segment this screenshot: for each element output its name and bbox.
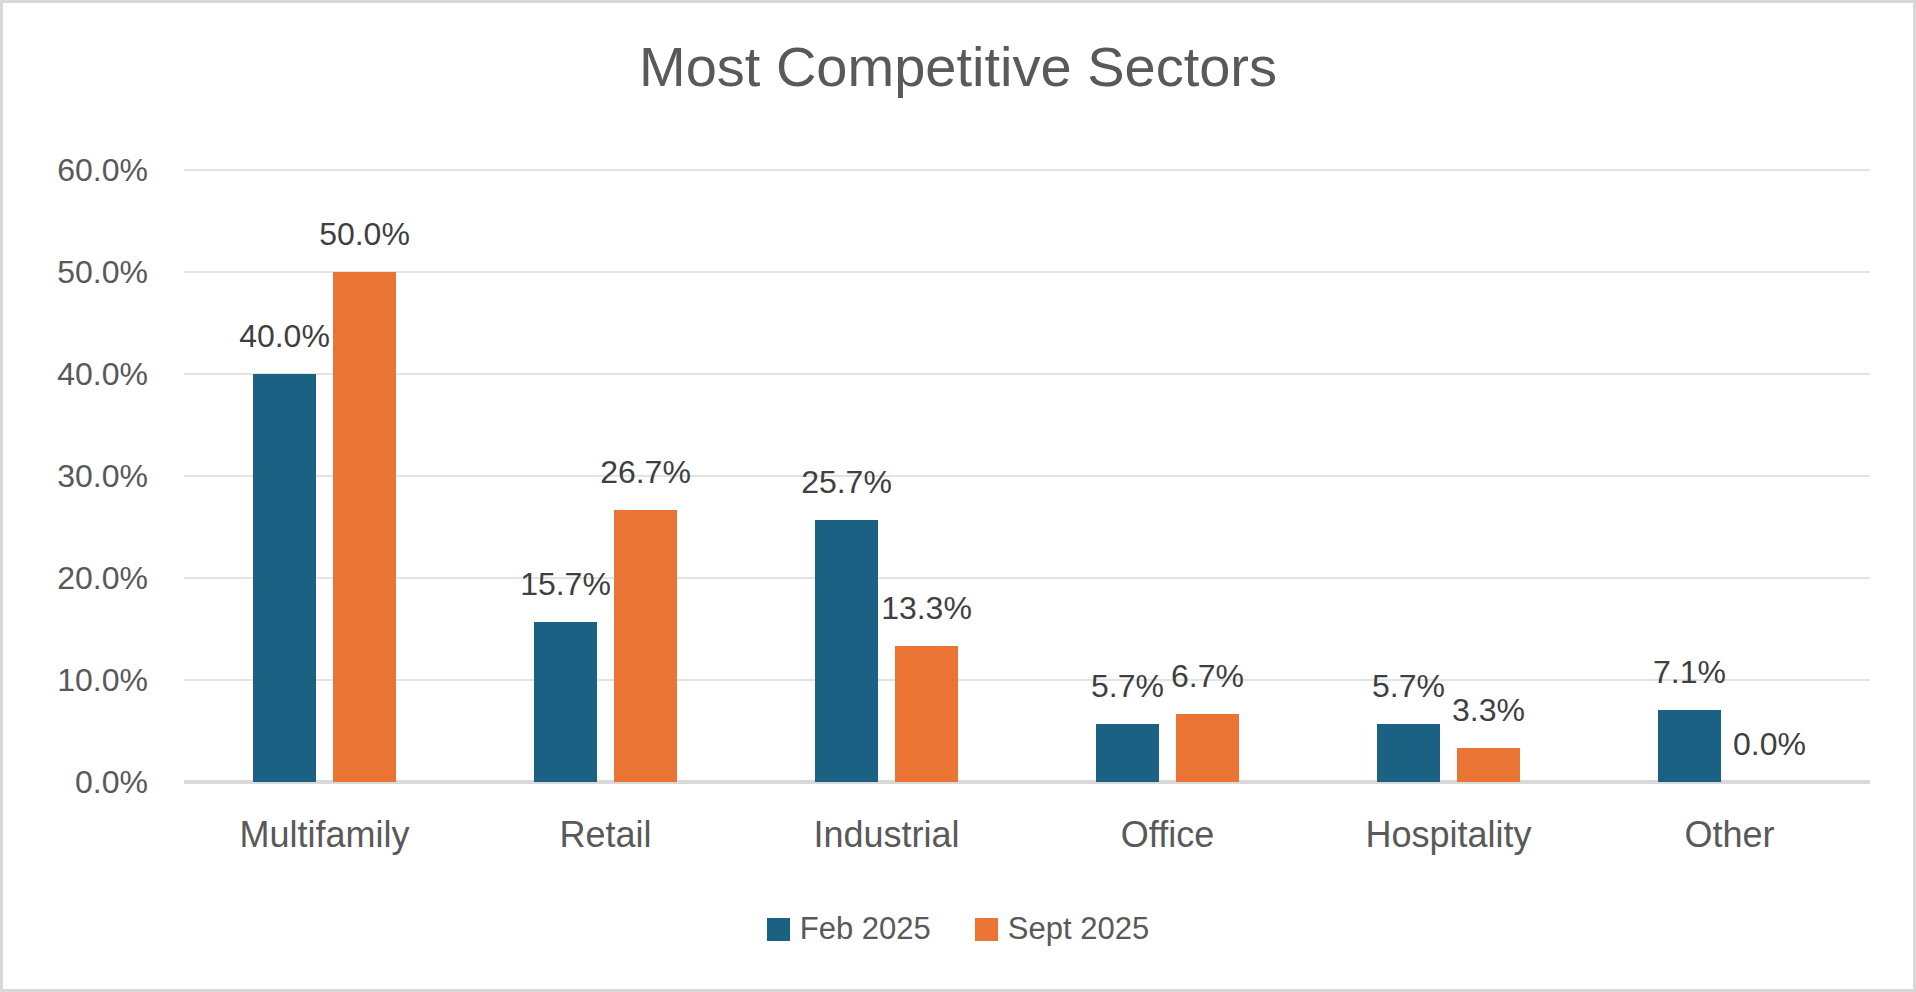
y-axis-tick-label: 10.0% [3,660,148,700]
bar-feb-2025-retail[interactable] [534,622,597,782]
bar-sept-2025-hospitality[interactable] [1457,748,1520,782]
bar-feb-2025-office[interactable] [1096,724,1159,782]
bar-sept-2025-multifamily[interactable] [333,272,396,782]
data-label-sept-2025-other: 0.0% [1690,728,1850,760]
bar-sept-2025-retail[interactable] [614,510,677,782]
bar-sept-2025-office[interactable] [1176,714,1239,782]
legend-label-sept-2025: Sept 2025 [1008,911,1149,947]
chart-container: Most Competitive Sectors 0.0% 10.0% 20.0% 3… [0,0,1916,992]
legend-label-feb-2025: Feb 2025 [800,911,931,947]
data-label-sept-2025-industrial: 13.3% [847,592,1007,624]
bar-sept-2025-industrial[interactable] [895,646,958,782]
legend-item-sept-2025[interactable]: Sept 2025 [975,911,1149,947]
bar-feb-2025-industrial[interactable] [815,520,878,782]
data-label-sept-2025-multifamily: 50.0% [285,218,445,250]
x-axis-category-label-retail: Retail [465,813,746,857]
chart-title: Most Competitive Sectors [3,35,1913,99]
data-label-sept-2025-hospitality: 3.3% [1409,694,1569,726]
gridline [184,373,1870,375]
y-axis-tick-label: 60.0% [3,150,148,190]
bar-feb-2025-multifamily[interactable] [253,374,316,782]
plot-area: 40.0%50.0%15.7%26.7%25.7%13.3%5.7%6.7%5.… [184,170,1870,782]
data-label-sept-2025-retail: 26.7% [566,456,726,488]
gridline [184,475,1870,477]
legend-item-feb-2025[interactable]: Feb 2025 [767,911,931,947]
gridline [184,169,1870,171]
y-axis-tick-label: 0.0% [3,762,148,802]
y-axis-tick-label: 40.0% [3,354,148,394]
y-axis-tick-label: 20.0% [3,558,148,598]
legend: Feb 2025 Sept 2025 [3,908,1913,950]
data-label-feb-2025-industrial: 25.7% [767,466,927,498]
y-axis-tick-label: 50.0% [3,252,148,292]
gridline [184,271,1870,273]
x-axis-baseline [184,780,1870,784]
x-axis-category-label-hospitality: Hospitality [1308,813,1589,857]
y-axis-tick-label: 30.0% [3,456,148,496]
gridline [184,577,1870,579]
legend-swatch-sept-2025 [975,918,998,941]
data-label-sept-2025-office: 6.7% [1128,660,1288,692]
legend-swatch-feb-2025 [767,918,790,941]
x-axis-category-label-industrial: Industrial [746,813,1027,857]
bar-feb-2025-hospitality[interactable] [1377,724,1440,782]
x-axis: MultifamilyRetailIndustrialOfficeHospita… [184,813,1870,857]
x-axis-category-label-office: Office [1027,813,1308,857]
x-axis-category-label-multifamily: Multifamily [184,813,465,857]
data-label-feb-2025-other: 7.1% [1610,656,1770,688]
x-axis-category-label-other: Other [1589,813,1870,857]
y-axis: 0.0%10.0%20.0%30.0%40.0%50.0%60.0% [3,170,148,782]
